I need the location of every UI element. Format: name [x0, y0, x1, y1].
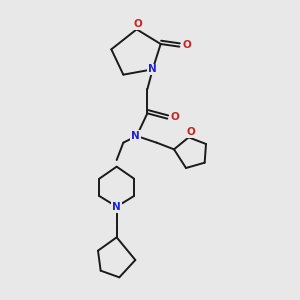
Text: O: O — [171, 112, 180, 122]
Text: N: N — [131, 131, 140, 141]
Text: N: N — [148, 64, 157, 74]
Text: O: O — [134, 19, 142, 29]
Text: O: O — [187, 127, 196, 137]
Text: N: N — [112, 202, 121, 212]
Text: O: O — [183, 40, 192, 50]
